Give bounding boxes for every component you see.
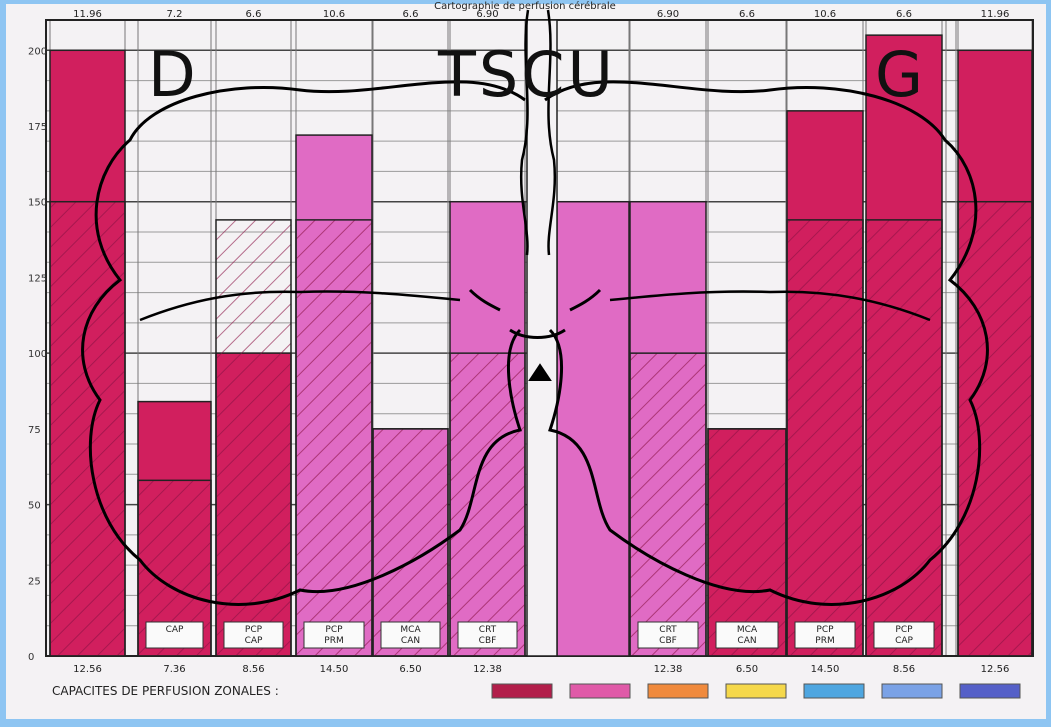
bottom-value-label: 14.50: [811, 664, 840, 675]
bar-hatched-segment: [372, 428, 449, 657]
y-tick-label: 200: [28, 46, 47, 57]
cell-label: PCP: [816, 625, 834, 635]
legend-swatch: [491, 683, 553, 699]
cell-label: CAP: [895, 636, 913, 646]
cell-label: PCP: [895, 625, 913, 635]
legend-swatch: [647, 683, 709, 699]
cell-label: PRM: [815, 636, 834, 646]
bottom-value-label: 12.56: [981, 664, 1010, 675]
legend-swatch: [725, 683, 787, 699]
cell-label-box: [457, 621, 518, 649]
cell-label-box: [715, 621, 779, 649]
cell-label-box: [637, 621, 699, 649]
bars: [49, 19, 1033, 657]
cell-label: CAP: [166, 625, 184, 635]
bottom-value-label: 14.50: [320, 664, 349, 675]
legend-swatch: [881, 683, 943, 699]
top-value-label: 6.6: [739, 9, 755, 20]
bar-hatched-segment: [629, 352, 707, 657]
brain-outline: [81, 9, 989, 606]
bar-hatched-segment: [449, 352, 526, 657]
bottom-value-label: 6.50: [736, 664, 758, 675]
bar-hatched-segment: [215, 219, 292, 657]
top-value-label: 6.6: [896, 9, 912, 20]
bar-hatched-segment: [707, 428, 787, 657]
cell-label: CBF: [479, 636, 497, 646]
legend-swatch: [803, 683, 865, 699]
top-value-label: 6.6: [246, 9, 262, 20]
bar-hatched-segment: [49, 200, 126, 657]
bottom-value-label: 8.56: [893, 664, 915, 675]
top-value-label: 7.2: [167, 9, 183, 20]
y-tick-label: 150: [28, 198, 47, 209]
cell-label: CAP: [245, 636, 263, 646]
y-tick-label: 75: [28, 425, 41, 436]
cell-label: PCP: [245, 625, 263, 635]
cell-label: PRM: [324, 636, 343, 646]
y-tick-label: 175: [28, 122, 47, 133]
cell-label-box: [303, 621, 365, 649]
y-tick-label: 125: [28, 273, 47, 284]
legend-title: CAPACITES DE PERFUSION ZONALES :: [52, 684, 279, 698]
bar-hatched-segment: [786, 219, 864, 657]
brain-cortex-inner-left: [139, 290, 461, 322]
cell-label: MCA: [737, 625, 758, 635]
region-letters-center: TSCU: [437, 38, 616, 111]
bar: [556, 200, 630, 657]
y-tick-label: 50: [28, 501, 41, 512]
region-letter-left: D: [148, 38, 196, 111]
cell-label-box: [873, 621, 935, 649]
cell-label-box: [223, 621, 284, 649]
top-value-label: 6.90: [476, 9, 498, 20]
brain-stem: [528, 363, 552, 381]
cell-label: PCP: [325, 625, 343, 635]
brain-right-hemisphere: [544, 80, 989, 606]
legend: CAPACITES DE PERFUSION ZONALES :: [52, 683, 1021, 699]
cell-label: CAN: [737, 636, 756, 646]
cell-label: CBF: [659, 636, 677, 646]
cell-label: CAN: [401, 636, 420, 646]
cell-label: CRT: [659, 625, 677, 635]
legend-swatch: [959, 683, 1021, 699]
bottom-value-label: 12.38: [654, 664, 683, 675]
brain-left-hemisphere: [81, 80, 526, 606]
bottom-value-label: 12.56: [73, 664, 102, 675]
bottom-value-label: 8.56: [242, 664, 264, 675]
top-value-label: 6.6: [403, 9, 419, 20]
y-tick-label: 25: [28, 576, 41, 587]
top-value-label: 11.96: [981, 9, 1010, 20]
bottom-value-label: 6.50: [399, 664, 421, 675]
top-value-label: 10.6: [814, 9, 836, 20]
bar-hatched-segment: [957, 200, 1033, 657]
top-value-label: 6.90: [657, 9, 679, 20]
y-tick-label: 0: [28, 652, 34, 663]
legend-swatch: [569, 683, 631, 699]
cell-label: CRT: [479, 625, 497, 635]
bottom-value-label: 12.38: [473, 664, 502, 675]
top-value-label: 10.6: [323, 9, 345, 20]
labels: 0 25 50 75 100 125 150 175 200 11.96 12.56 CAP 7.2 7.…: [28, 9, 1009, 675]
cell-label: MCA: [400, 625, 421, 635]
brain-ventricle: [468, 288, 602, 339]
brain-cortex-inner-right: [609, 290, 931, 322]
chart-title: Cartographie de perfusion cérébrale: [434, 0, 616, 12]
top-value-label: 11.96: [73, 9, 102, 20]
bar-hatched-segment: [865, 219, 943, 657]
cell-label-box: [380, 621, 441, 649]
y-tick-label: 100: [28, 349, 47, 360]
cell-label-box: [145, 621, 204, 649]
bottom-value-label: 7.36: [163, 664, 185, 675]
brain-midline: [519, 9, 557, 256]
region-letter-right: G: [875, 38, 923, 111]
cell-label-box: [794, 621, 856, 649]
